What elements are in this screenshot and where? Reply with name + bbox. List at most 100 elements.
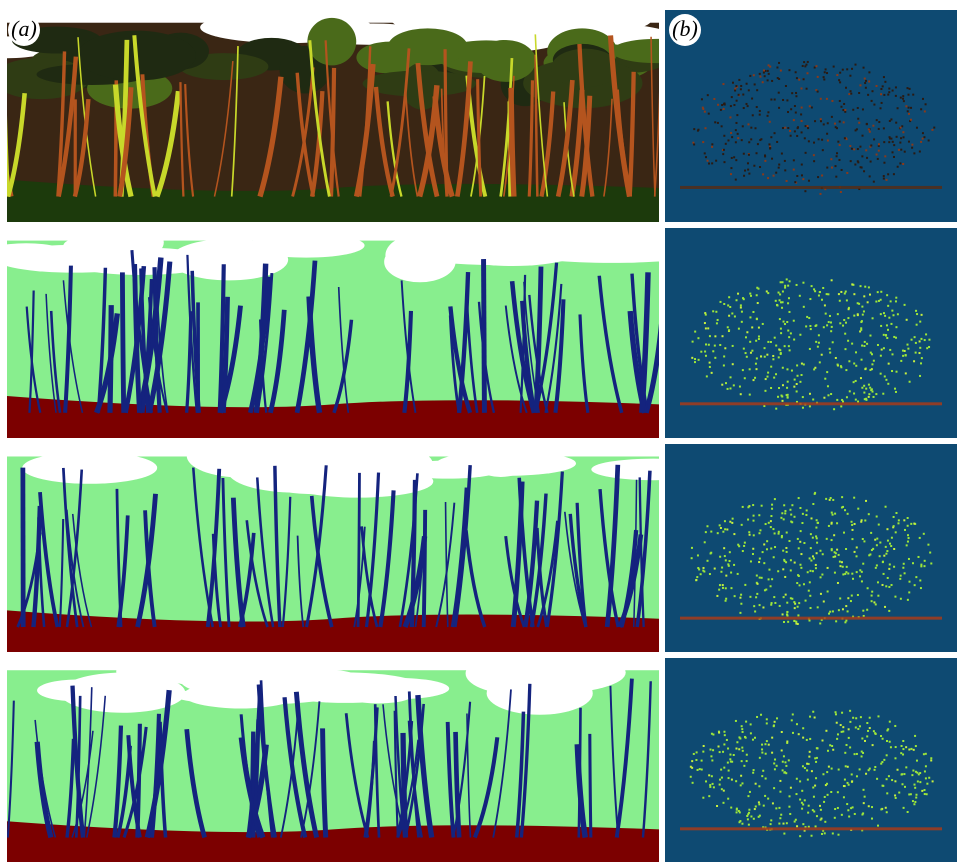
- point: [723, 731, 725, 733]
- point: [864, 286, 866, 288]
- point: [742, 550, 744, 552]
- point: [868, 396, 870, 398]
- point: [786, 822, 788, 824]
- point: [773, 787, 775, 789]
- point: [893, 336, 895, 338]
- point: [723, 364, 725, 366]
- point: [704, 541, 706, 543]
- point: [759, 815, 761, 817]
- point: [788, 759, 790, 761]
- point: [827, 794, 829, 796]
- point: [770, 585, 772, 587]
- point: [746, 356, 748, 358]
- point: [829, 611, 831, 613]
- point: [850, 160, 852, 162]
- point: [736, 741, 738, 743]
- point: [712, 783, 714, 785]
- point: [913, 749, 915, 751]
- point: [742, 506, 744, 508]
- point: [865, 398, 867, 400]
- point: [900, 598, 902, 600]
- point: [827, 140, 829, 142]
- point: [801, 790, 803, 792]
- point: [797, 127, 799, 129]
- point: [801, 131, 803, 133]
- point: [877, 291, 879, 293]
- point: [870, 144, 872, 146]
- point: [919, 352, 921, 354]
- point: [728, 329, 730, 331]
- point: [702, 108, 704, 110]
- point: [877, 715, 879, 717]
- point: [809, 298, 811, 300]
- point: [838, 554, 840, 556]
- point: [839, 100, 841, 102]
- point: [883, 162, 885, 164]
- point: [902, 753, 904, 755]
- point: [735, 159, 737, 161]
- point: [698, 359, 700, 361]
- point: [758, 561, 760, 563]
- point: [784, 323, 786, 325]
- point: [802, 823, 804, 825]
- point: [910, 107, 912, 109]
- point: [797, 574, 799, 576]
- point: [914, 801, 916, 803]
- point: [707, 327, 709, 329]
- point: [786, 180, 788, 182]
- point: [799, 541, 801, 543]
- point: [874, 766, 876, 768]
- point: [749, 368, 751, 370]
- point: [724, 528, 726, 530]
- point: [848, 737, 850, 739]
- point: [822, 740, 824, 742]
- point: [876, 154, 878, 156]
- point: [723, 149, 725, 151]
- point: [824, 71, 826, 73]
- point: [834, 808, 836, 810]
- point: [704, 351, 706, 353]
- point: [757, 143, 759, 145]
- point: [836, 738, 838, 740]
- point: [895, 512, 897, 514]
- point: [750, 295, 752, 297]
- point: [692, 782, 694, 784]
- point: [738, 79, 740, 81]
- point: [873, 104, 875, 106]
- point: [863, 385, 865, 387]
- point: [836, 152, 838, 154]
- point: [736, 100, 738, 102]
- point: [903, 519, 905, 521]
- point: [824, 821, 826, 823]
- point: [803, 61, 805, 63]
- point: [756, 368, 758, 370]
- point: [799, 799, 801, 801]
- point: [901, 745, 903, 747]
- point: [875, 603, 877, 605]
- point: [831, 100, 833, 102]
- point: [857, 314, 859, 316]
- point: [813, 288, 815, 290]
- point: [846, 803, 848, 805]
- point: [913, 360, 915, 362]
- point: [785, 85, 787, 87]
- point: [796, 582, 798, 584]
- point: [850, 600, 852, 602]
- point: [834, 551, 836, 553]
- point: [887, 577, 889, 579]
- point: [884, 155, 886, 157]
- point: [880, 88, 882, 90]
- point: [930, 759, 932, 761]
- point: [764, 160, 766, 162]
- point: [854, 813, 856, 815]
- point: [851, 538, 853, 540]
- point: [900, 575, 902, 577]
- point: [846, 744, 848, 746]
- point: [920, 108, 922, 110]
- point: [915, 352, 917, 354]
- point: [881, 102, 883, 104]
- point: [797, 538, 799, 540]
- point: [851, 780, 853, 782]
- point: [793, 516, 795, 518]
- point: [816, 747, 818, 749]
